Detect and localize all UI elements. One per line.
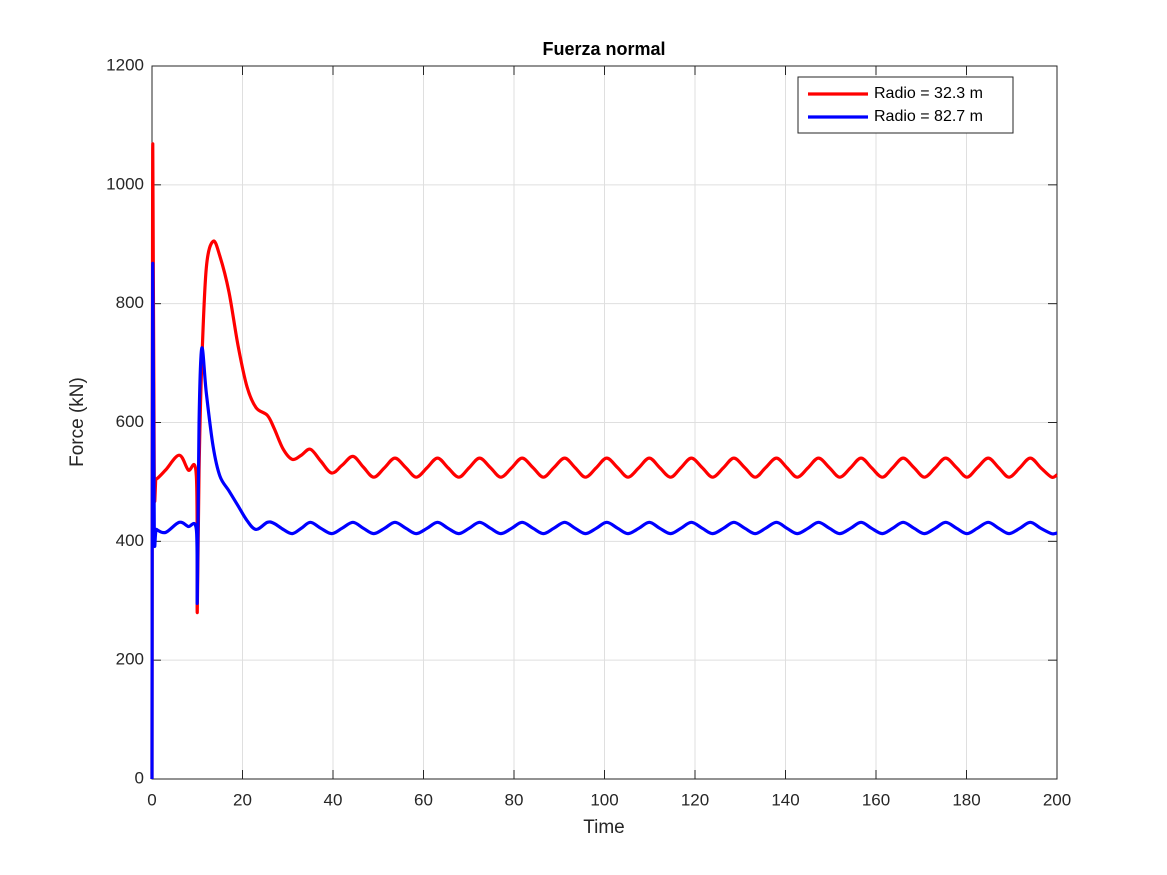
- chart-title: Fuerza normal: [542, 39, 665, 59]
- legend-box: [797, 76, 1014, 134]
- legend-label: Radio = 32.3 m: [874, 85, 983, 102]
- y-tick-label: 400: [116, 531, 144, 550]
- x-tick-label: 160: [862, 790, 890, 809]
- y-tick-label: 800: [116, 293, 144, 312]
- y-tick-label: 1000: [106, 174, 144, 193]
- y-axis-label: Force (kN): [67, 377, 88, 467]
- x-tick-label: 0: [147, 790, 156, 809]
- y-tick-label: 200: [116, 650, 144, 669]
- x-tick-label: 100: [590, 790, 618, 809]
- y-tick-label: 0: [135, 768, 144, 787]
- x-tick-label: 40: [324, 790, 343, 809]
- x-tick-label: 60: [414, 790, 433, 809]
- x-tick-label: 20: [233, 790, 252, 809]
- x-tick-label: 140: [771, 790, 799, 809]
- x-axis-label: Time: [583, 817, 625, 838]
- x-tick-label: 80: [505, 790, 524, 809]
- x-tick-label: 120: [681, 790, 709, 809]
- x-tick-label: 200: [1043, 790, 1071, 809]
- series-line: [150, 142, 1058, 780]
- x-tick-label: 180: [952, 790, 980, 809]
- legend-label: Radio = 82.7 m: [874, 108, 983, 125]
- y-tick-label: 600: [116, 412, 144, 431]
- y-tick-label: 1200: [106, 55, 144, 74]
- series-line: [150, 262, 1058, 780]
